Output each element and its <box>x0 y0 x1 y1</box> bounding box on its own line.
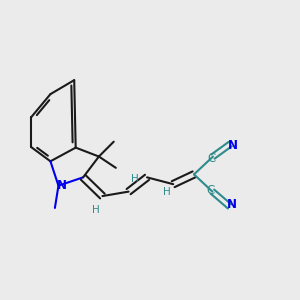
Text: H: H <box>164 187 171 197</box>
Text: H: H <box>92 205 100 215</box>
Text: N: N <box>228 139 238 152</box>
Text: C: C <box>207 184 215 196</box>
Text: N: N <box>56 179 66 192</box>
Text: N: N <box>227 199 237 212</box>
Text: H: H <box>131 174 138 184</box>
Text: C: C <box>207 152 216 164</box>
